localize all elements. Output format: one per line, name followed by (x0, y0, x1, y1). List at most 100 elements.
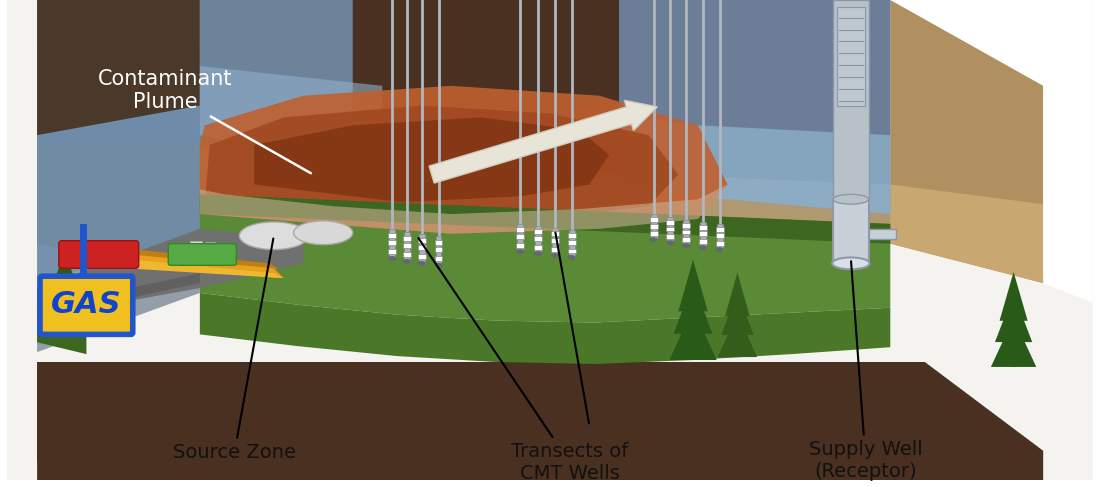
Bar (683, 220, 689, 245)
Polygon shape (254, 117, 609, 202)
Ellipse shape (568, 255, 575, 260)
Bar (535, 244, 542, 249)
Bar (667, 234, 674, 239)
Polygon shape (52, 262, 78, 293)
Bar (717, 224, 723, 249)
Bar (434, 247, 442, 252)
Bar (517, 234, 525, 239)
Bar (517, 227, 525, 232)
Polygon shape (8, 0, 1092, 480)
Bar (552, 228, 558, 256)
Polygon shape (37, 46, 383, 106)
Bar (517, 243, 525, 247)
Text: Transects of
CMT Wells: Transects of CMT Wells (418, 238, 628, 483)
Bar (436, 236, 441, 265)
Polygon shape (37, 362, 1043, 480)
Bar (551, 246, 559, 251)
Polygon shape (37, 76, 304, 145)
Ellipse shape (294, 221, 353, 244)
FancyArrow shape (429, 100, 658, 183)
Polygon shape (125, 248, 278, 270)
Ellipse shape (551, 253, 559, 258)
Ellipse shape (832, 258, 870, 269)
Text: Source Zone: Source Zone (173, 239, 296, 462)
FancyBboxPatch shape (58, 241, 139, 268)
Bar (403, 243, 411, 248)
Polygon shape (37, 46, 254, 145)
Ellipse shape (535, 251, 542, 256)
Bar (389, 229, 395, 259)
Bar (79, 224, 87, 278)
Polygon shape (991, 318, 1036, 367)
Bar (434, 240, 442, 244)
Bar (735, 341, 740, 357)
Bar (535, 236, 542, 241)
Bar (650, 224, 658, 228)
Bar (551, 231, 559, 236)
Ellipse shape (667, 240, 674, 245)
Polygon shape (200, 194, 890, 244)
Ellipse shape (418, 261, 426, 266)
Bar (690, 341, 696, 360)
Bar (833, 0, 869, 199)
Polygon shape (48, 278, 80, 308)
Bar (650, 214, 657, 240)
Ellipse shape (833, 194, 869, 204)
Bar (190, 241, 201, 265)
Bar (568, 248, 575, 254)
Polygon shape (1000, 272, 1027, 321)
Bar (668, 217, 673, 243)
Bar (716, 233, 724, 239)
Ellipse shape (434, 263, 442, 268)
Bar (698, 225, 707, 230)
Bar (869, 229, 896, 239)
Polygon shape (619, 115, 890, 214)
Polygon shape (200, 0, 353, 165)
Bar (716, 241, 724, 246)
Polygon shape (200, 194, 890, 322)
Bar (716, 227, 724, 232)
Polygon shape (121, 254, 284, 278)
Polygon shape (725, 273, 749, 316)
Polygon shape (722, 292, 754, 335)
Text: GAS: GAS (51, 290, 122, 319)
Bar (569, 230, 574, 258)
Bar (434, 256, 442, 261)
Bar (404, 232, 410, 262)
FancyBboxPatch shape (168, 244, 236, 265)
Polygon shape (37, 106, 200, 283)
Bar (667, 226, 674, 231)
Bar (205, 242, 214, 263)
Bar (698, 239, 707, 244)
Ellipse shape (240, 222, 308, 249)
Text: Contaminant
Plume: Contaminant Plume (98, 69, 311, 173)
Polygon shape (205, 106, 679, 222)
Ellipse shape (650, 237, 658, 242)
Bar (682, 223, 690, 228)
Bar (568, 233, 575, 238)
Bar (837, 7, 865, 106)
Polygon shape (200, 86, 727, 234)
Polygon shape (200, 66, 383, 174)
Bar (650, 217, 658, 222)
Polygon shape (125, 259, 278, 278)
Polygon shape (890, 0, 1043, 283)
Polygon shape (673, 282, 713, 334)
Text: Supply Well
(Receptor): Supply Well (Receptor) (808, 261, 923, 481)
Ellipse shape (716, 247, 724, 252)
Bar (551, 238, 559, 243)
Polygon shape (37, 288, 87, 354)
Polygon shape (890, 0, 1092, 106)
Bar (517, 224, 524, 251)
Polygon shape (619, 0, 890, 214)
Bar (418, 254, 426, 259)
Polygon shape (670, 308, 717, 360)
Polygon shape (200, 145, 890, 244)
Bar (388, 249, 396, 254)
Polygon shape (200, 0, 890, 244)
Polygon shape (200, 293, 890, 364)
Ellipse shape (517, 249, 525, 254)
Bar (682, 229, 690, 234)
Polygon shape (200, 185, 727, 234)
Polygon shape (717, 314, 757, 357)
